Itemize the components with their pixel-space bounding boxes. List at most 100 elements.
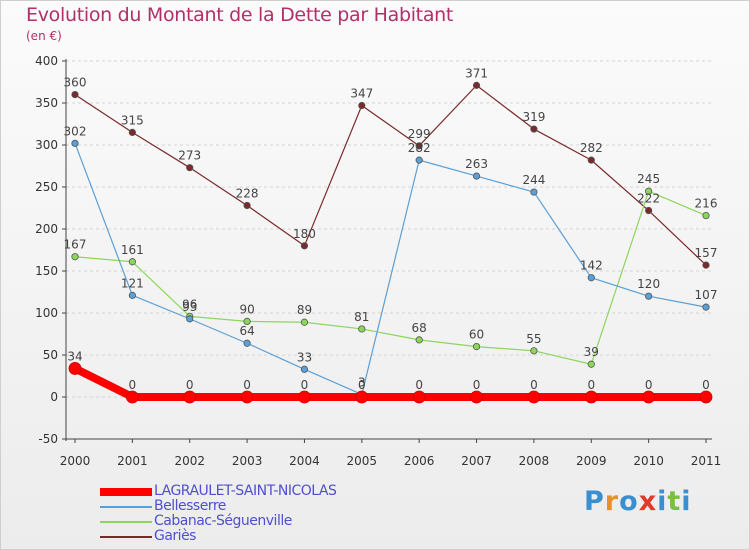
data-point [300, 365, 309, 373]
data-point [699, 390, 713, 404]
data-label: 120 [637, 277, 660, 291]
data-point [587, 274, 595, 282]
data-label: 157 [695, 246, 718, 260]
x-tick-label: 2011 [691, 454, 722, 468]
data-label: 161 [121, 243, 144, 257]
legend-swatch [100, 505, 152, 508]
data-label: 167 [64, 238, 87, 252]
x-tick-label: 2001 [117, 454, 148, 468]
y-tick-label: 400 [35, 54, 58, 68]
data-point [642, 390, 656, 404]
legend-item: Cabanac-Séguenville [100, 514, 336, 529]
y-tick-label: -50 [38, 432, 58, 446]
series-line [71, 364, 710, 401]
data-label: 360 [64, 76, 87, 90]
x-tick-label: 2007 [461, 454, 492, 468]
series-line [74, 84, 707, 266]
x-tick-label: 2002 [174, 454, 205, 468]
data-label: 282 [408, 141, 431, 155]
data-point [530, 347, 538, 355]
data-label: 68 [412, 321, 427, 335]
legend-label: Gariès [154, 528, 196, 544]
data-label: 3 [358, 375, 366, 389]
data-point [300, 242, 309, 250]
data-point [186, 315, 194, 323]
y-tick-label: 100 [35, 306, 58, 320]
y-tick-label: 0 [50, 390, 58, 404]
data-point [472, 342, 481, 351]
logo-letter: i [657, 486, 668, 517]
data-label: 33 [297, 350, 312, 364]
x-tick-label: 2008 [519, 454, 550, 468]
x-tick-label: 2006 [404, 454, 435, 468]
data-point [527, 390, 541, 404]
data-point [702, 303, 710, 311]
data-point [472, 81, 481, 89]
legend-swatch [100, 535, 152, 538]
data-point [71, 91, 79, 99]
data-label: 0 [358, 378, 366, 392]
logo-letter: r [604, 486, 620, 517]
data-label: 299 [408, 127, 431, 141]
x-tick-label: 2009 [576, 454, 607, 468]
data-label: 245 [637, 172, 660, 186]
data-label: 0 [186, 378, 194, 392]
data-point [243, 201, 251, 210]
legend-item: Gariès [100, 529, 336, 544]
data-point [702, 261, 710, 269]
data-label: 273 [178, 149, 201, 163]
y-tick-label: 50 [43, 348, 58, 362]
data-label: 142 [580, 259, 603, 273]
data-point [358, 101, 366, 110]
data-point [128, 258, 136, 266]
data-label: 319 [522, 110, 545, 124]
data-label: 64 [239, 324, 254, 338]
data-point [530, 125, 538, 133]
chart-legend: LAGRAULET-SAINT-NICOLAS Bellesserre Cabana… [100, 483, 337, 544]
data-label: 89 [297, 303, 312, 317]
data-point [415, 336, 423, 344]
x-tick-label: 2010 [633, 454, 664, 468]
data-label: 347 [350, 87, 373, 101]
legend-label: Bellesserre [154, 498, 226, 514]
data-point [298, 390, 311, 404]
data-point [702, 211, 710, 220]
data-label: 244 [522, 173, 545, 187]
logo-letter: x [638, 486, 658, 517]
chart-subtitle: (en €) [26, 29, 62, 43]
data-label: 96 [182, 297, 197, 311]
proxiti-logo: Proxiti [584, 486, 692, 517]
chart-title: Evolution du Montant de la Dette par Hab… [26, 4, 454, 26]
data-label: 315 [121, 113, 144, 127]
data-point [584, 390, 598, 404]
data-label: 263 [465, 157, 488, 171]
data-point [470, 390, 483, 404]
y-tick-label: 300 [35, 138, 58, 152]
y-tick-label: 250 [35, 180, 58, 194]
data-point [587, 156, 595, 164]
data-label: 34 [67, 349, 82, 363]
logo-letter: P [584, 486, 605, 517]
data-point [587, 360, 595, 368]
series-line [74, 142, 707, 396]
data-label: 0 [301, 378, 309, 392]
data-label: 0 [702, 378, 710, 392]
x-tick-label: 2004 [289, 454, 320, 468]
y-tick-label: 350 [35, 96, 58, 110]
legend-label: LAGRAULET-SAINT-NICOLAS [154, 483, 337, 499]
data-label: 93 [182, 300, 197, 314]
data-point [71, 139, 79, 147]
data-label: 55 [526, 332, 541, 346]
data-point [183, 390, 197, 404]
data-label: 282 [580, 141, 603, 155]
legend-item: Bellesserre [100, 499, 336, 514]
data-label: 107 [695, 288, 718, 302]
legend-label: Cabanac-Séguenville [154, 513, 292, 529]
data-label: 371 [465, 66, 488, 80]
data-point [128, 291, 136, 299]
data-label: 0 [243, 378, 251, 392]
data-label: 216 [695, 197, 718, 211]
data-label: 0 [129, 378, 137, 392]
data-point [530, 188, 538, 196]
